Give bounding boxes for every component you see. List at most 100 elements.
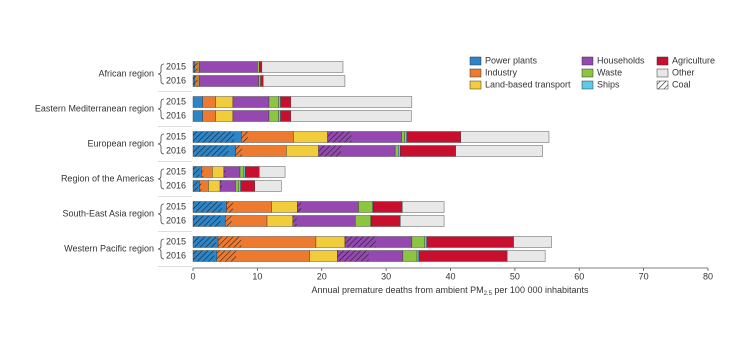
bar-segment — [309, 250, 338, 262]
x-tick-label: 50 — [510, 271, 520, 281]
bar-segment — [232, 96, 270, 108]
coal-hatch — [193, 166, 200, 178]
bar-segment — [455, 145, 543, 157]
region-label: Eastern Mediterranean region — [35, 103, 154, 113]
bar-segment — [244, 166, 260, 178]
coal-hatch — [193, 145, 229, 157]
x-tick-label: 40 — [445, 271, 455, 281]
coal-hatch — [225, 215, 232, 227]
brace — [157, 238, 165, 260]
year-label: 2015 — [166, 96, 186, 106]
bar-segment — [266, 215, 293, 227]
x-tick-label: 70 — [639, 271, 649, 281]
bar-segment — [401, 131, 405, 143]
bar-segment — [260, 75, 264, 87]
bar-segment — [259, 61, 263, 73]
coal-hatch — [235, 145, 242, 157]
coal-hatch — [193, 180, 199, 192]
bar-segment — [278, 110, 281, 122]
bar-segment — [460, 131, 550, 143]
bar-segment — [268, 110, 279, 122]
legend-label: Agriculture — [672, 55, 715, 65]
legend-swatch — [581, 80, 594, 90]
bar-segment — [280, 96, 292, 108]
region-label: South-East Asia region — [62, 208, 154, 218]
legend-label: Power plants — [485, 55, 538, 65]
bar-segment — [297, 201, 359, 213]
bar-segment — [271, 201, 298, 213]
coal-hatch — [201, 166, 204, 178]
x-axis-title: Annual premature deaths from ambient PM2… — [311, 285, 589, 296]
bar-segment — [199, 75, 259, 87]
year-label: 2016 — [166, 215, 186, 225]
bar-segment — [212, 166, 225, 178]
coal-hatch — [193, 250, 215, 262]
coal-hatch — [216, 250, 237, 262]
x-tick-label: 60 — [574, 271, 584, 281]
x-tick-label: 30 — [381, 271, 391, 281]
brace — [157, 168, 165, 190]
bar-segment — [371, 215, 401, 227]
coal-hatch — [193, 215, 221, 227]
coal-hatch — [223, 166, 226, 178]
bar-segment — [355, 215, 371, 227]
legend-swatch — [581, 68, 594, 78]
bar-segment — [513, 236, 552, 248]
bar-segment — [261, 61, 344, 73]
bar-segment — [402, 201, 445, 213]
year-label: 2015 — [166, 236, 186, 246]
year-label: 2016 — [166, 145, 186, 155]
legend-swatch-hatch — [657, 81, 668, 89]
bar-segment — [418, 250, 508, 262]
coal-hatch — [193, 75, 195, 87]
bar-segment — [259, 166, 286, 178]
bar-segment — [506, 250, 546, 262]
bar-segment — [241, 131, 294, 143]
bar-segment — [268, 96, 279, 108]
year-label: 2016 — [166, 250, 186, 260]
bar-segment — [426, 236, 514, 248]
bar-segment — [199, 61, 258, 73]
x-tick-label: 20 — [317, 271, 327, 281]
coal-hatch — [193, 236, 217, 248]
region-label: African region — [98, 68, 154, 78]
bar-segment — [223, 166, 241, 178]
bar-segment — [192, 96, 203, 108]
bar-segment — [293, 131, 328, 143]
coal-hatch — [327, 131, 352, 143]
legend-swatch — [656, 68, 669, 78]
coal-hatch — [193, 61, 195, 73]
region-label: European region — [87, 138, 154, 148]
legend-label: Industry — [485, 67, 518, 77]
legend-label: Waste — [597, 67, 622, 77]
bar-segment — [402, 250, 418, 262]
year-label: 2016 — [166, 180, 186, 190]
bar-segment — [232, 110, 270, 122]
bar-segment — [406, 131, 462, 143]
bar-segment — [292, 215, 356, 227]
legend-label: Households — [597, 55, 645, 65]
legend-label: Other — [672, 67, 695, 77]
coal-hatch — [318, 145, 342, 157]
x-tick-label: 0 — [190, 271, 195, 281]
bar-segment — [240, 180, 255, 192]
bar-segment — [235, 180, 239, 192]
bar-segment — [262, 75, 346, 87]
bar-segment — [424, 236, 427, 248]
bar-segment — [243, 166, 246, 178]
bar-segment — [215, 110, 234, 122]
bar-segment — [394, 145, 399, 157]
bar-segment — [358, 201, 373, 213]
legend-label: Coal — [672, 79, 691, 89]
year-label: 2015 — [166, 61, 186, 71]
year-label: 2015 — [166, 201, 186, 211]
bar-segment — [315, 236, 346, 248]
bar-segment — [404, 131, 407, 143]
bar-segment — [416, 250, 420, 262]
coal-hatch — [218, 236, 242, 248]
region-label: Region of the Americas — [61, 173, 155, 183]
bar-segment — [400, 215, 445, 227]
year-label: 2015 — [166, 166, 186, 176]
